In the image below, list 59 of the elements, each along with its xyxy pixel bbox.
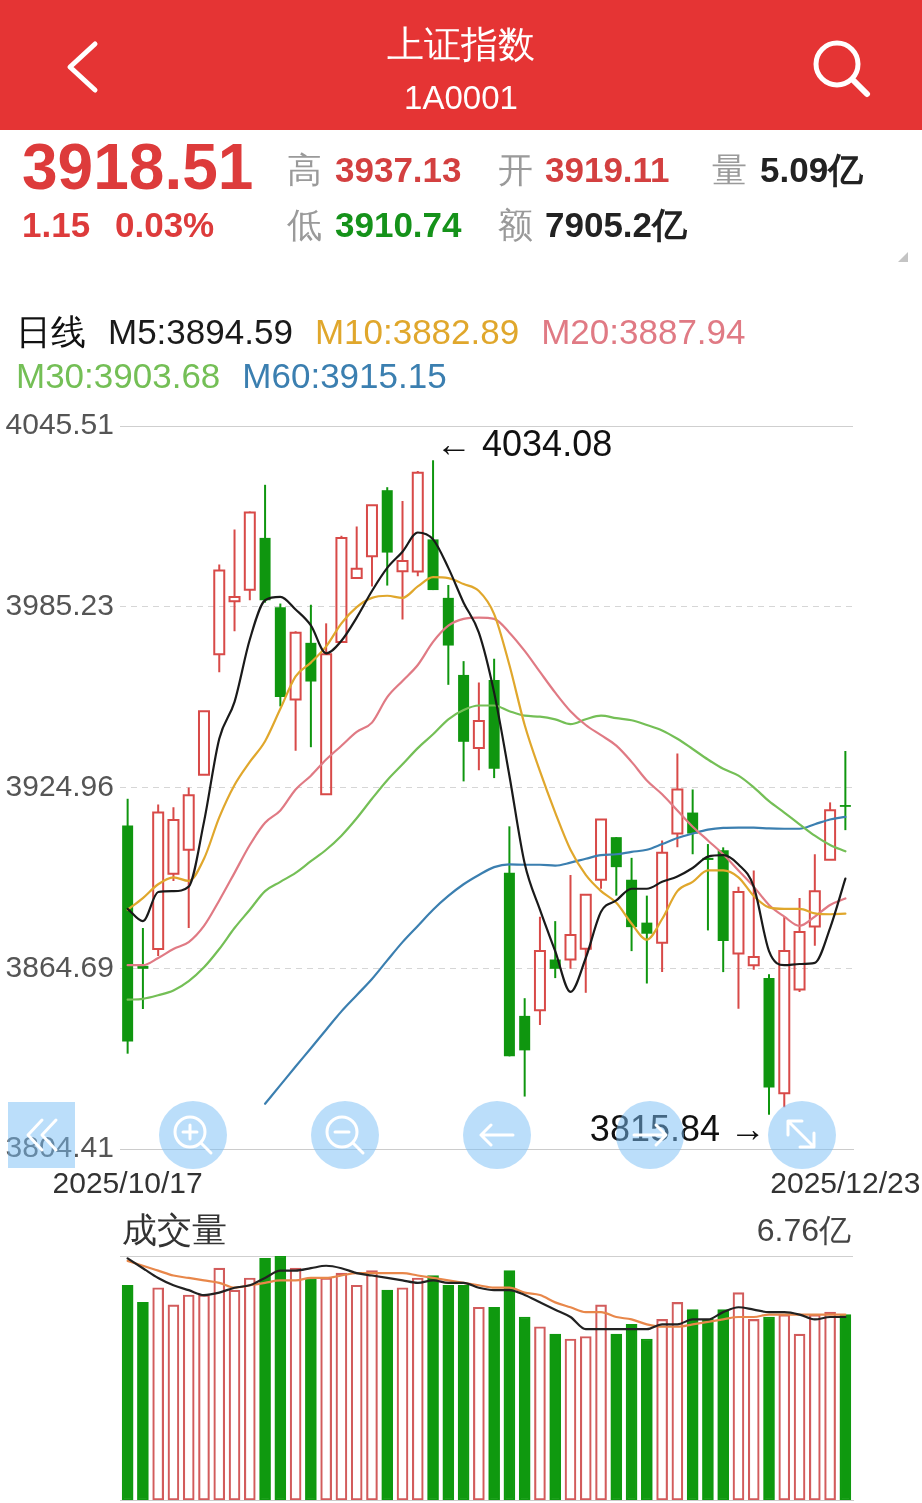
text: M5:3894.59: [108, 311, 293, 353]
candlestick: [732, 885, 745, 1010]
candlestick: [396, 500, 409, 621]
text: 额: [498, 204, 533, 246]
candlestick: [365, 504, 378, 588]
text: 1.15: [22, 204, 91, 246]
candlestick: [641, 894, 653, 985]
text: 3919.11: [545, 149, 670, 191]
candlestick: [808, 853, 821, 947]
text: 3937.13: [335, 149, 462, 191]
text: M30:3903.68: [16, 355, 221, 397]
candlestick: [137, 927, 149, 1010]
candlestick: [747, 869, 760, 971]
text: M20:3887.94: [541, 311, 746, 353]
candlestick: [533, 915, 546, 1026]
candlestick: [182, 786, 195, 930]
x-tick-label: 2025/12/23: [770, 1166, 921, 1200]
candlestick: [152, 803, 165, 957]
y-tick-label: 3924.96: [5, 768, 114, 802]
y-tick-label: 3985.23: [5, 588, 114, 622]
text: 6.76亿: [756, 1211, 851, 1249]
line-series: [126, 576, 847, 941]
text: 0.03%: [115, 204, 215, 246]
text: 上证指数: [386, 23, 536, 67]
candlestick: [289, 631, 302, 752]
text: 1A0001: [403, 78, 519, 118]
candlestick: [213, 563, 226, 674]
text: 5.09亿: [760, 149, 864, 191]
chart-title: 成交量: [122, 1209, 227, 1251]
text: 量: [712, 149, 747, 191]
candlestick: [656, 839, 669, 974]
text: 3918.51: [22, 129, 254, 205]
candlestick: [564, 873, 577, 970]
x-tick-label: 2025/10/17: [52, 1166, 203, 1200]
candlestick: [671, 752, 684, 849]
text: M10:3882.89: [314, 311, 520, 353]
text: M60:3915.15: [242, 355, 447, 397]
text: 高: [287, 149, 322, 191]
y-tick-label: 3864.69: [5, 949, 114, 983]
candlestick: [350, 525, 363, 580]
candlestick: [579, 893, 592, 994]
text: 7905.2亿: [545, 204, 688, 246]
text: 开: [498, 149, 533, 191]
y-tick-label: 4045.51: [5, 407, 114, 441]
text: 低: [287, 204, 322, 246]
candlestick: [839, 750, 851, 832]
candlestick: [778, 915, 791, 1109]
text: 3910.74: [335, 204, 462, 246]
candlestick: [228, 528, 241, 633]
candlestick: [472, 681, 485, 772]
line-series: [126, 531, 847, 993]
line-series: [126, 616, 847, 967]
annotation: ← 4034.08: [436, 423, 613, 465]
line-series: [126, 704, 847, 1001]
annotation: 3815.84 →: [589, 1107, 767, 1149]
candlestick: [320, 622, 333, 796]
candlestick: [793, 897, 806, 993]
legend-title: 日线: [16, 311, 86, 353]
candlestick: [167, 806, 180, 882]
